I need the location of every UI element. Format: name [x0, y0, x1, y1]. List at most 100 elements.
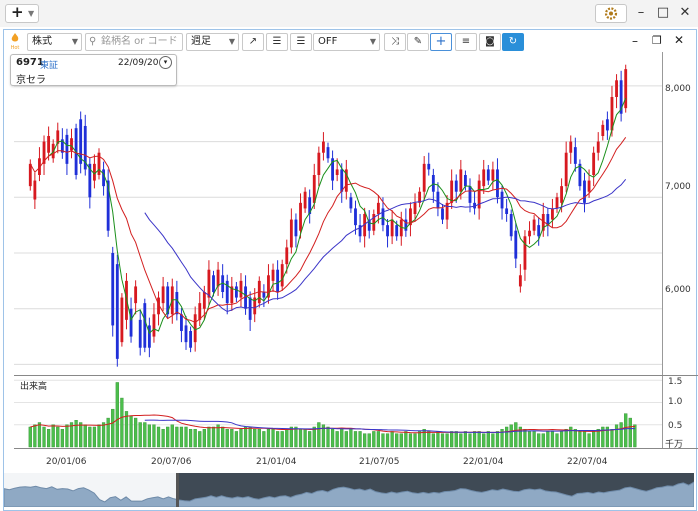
- volume-bar: [573, 428, 577, 448]
- candle-body: [564, 152, 568, 187]
- volume-bar: [592, 431, 596, 448]
- collapse-button[interactable]: ▾: [159, 56, 172, 69]
- volume-bar: [619, 422, 623, 448]
- volume-bar: [28, 426, 32, 448]
- volume-unit-label: 千万: [665, 440, 684, 450]
- settings-button[interactable]: [595, 4, 627, 23]
- volume-bar: [111, 408, 115, 448]
- close-button[interactable]: ✕: [679, 5, 691, 20]
- candle-body: [619, 80, 623, 114]
- candle-body: [70, 138, 73, 151]
- candle-body: [276, 269, 280, 292]
- sliders-icon: ≡: [461, 36, 471, 47]
- draw-button[interactable]: ✎: [407, 33, 429, 51]
- candle-body: [367, 219, 371, 231]
- volume-bar: [257, 428, 261, 448]
- shuffle-icon: ⤨: [391, 36, 399, 47]
- volume-bar: [161, 428, 165, 448]
- candle-body: [303, 191, 307, 209]
- volume-bar: [546, 431, 550, 448]
- volume-bar: [253, 428, 257, 448]
- candle-body: [482, 169, 486, 187]
- candle-body: [431, 175, 435, 192]
- camera-icon: ◙: [485, 36, 495, 47]
- trendline-tool-button[interactable]: ↗: [242, 33, 264, 51]
- volume-bar: [569, 426, 573, 448]
- candle-body: [271, 269, 275, 281]
- screenshot-button[interactable]: ◙: [479, 33, 501, 51]
- ma-mid-line: [29, 137, 627, 323]
- ma-short-line: [48, 97, 627, 335]
- volume-bar: [381, 433, 385, 448]
- candle-body: [541, 214, 545, 231]
- chart-maximize-button[interactable]: ❐: [652, 34, 662, 47]
- moving-averages: [29, 97, 635, 434]
- date-label: 22/01/04: [463, 457, 504, 467]
- volume-bar: [624, 413, 628, 448]
- volume-label-1-5: 1.5: [668, 377, 683, 387]
- market-select[interactable]: 株式 ▼: [27, 33, 82, 51]
- crosshair-button[interactable]: +: [430, 33, 452, 51]
- search-input[interactable]: ⚲ 銘柄名 or コード: [85, 33, 183, 51]
- volume-bar: [275, 431, 280, 448]
- candle-body: [583, 180, 586, 203]
- volume-bar: [495, 431, 500, 448]
- arrow-up-right-icon: ↗: [248, 36, 258, 47]
- candle-body: [605, 119, 609, 131]
- align-right-button[interactable]: ☰: [290, 33, 312, 51]
- candle-body: [505, 208, 509, 214]
- candle-body: [395, 225, 399, 237]
- candle-body: [38, 158, 41, 175]
- minimize-button[interactable]: –: [637, 5, 645, 20]
- grid-lines: [14, 85, 662, 426]
- candle-body: [289, 219, 293, 248]
- candle-body: [372, 214, 376, 231]
- volume-label-1-0: 1.0: [668, 397, 683, 407]
- candle-body: [239, 280, 243, 298]
- volume-bar: [601, 426, 605, 448]
- indicator-select[interactable]: OFF ▼: [313, 33, 380, 51]
- candle-body: [134, 286, 138, 304]
- add-chart-button[interactable]: + ▼: [5, 4, 39, 23]
- candle-body: [216, 269, 220, 287]
- volume-bar: [56, 426, 60, 448]
- volume-bar: [445, 433, 449, 448]
- volume-bar: [294, 426, 298, 448]
- volume-bar: [395, 433, 399, 448]
- chart-minimize-button[interactable]: –: [632, 34, 638, 48]
- volume-bar: [234, 431, 239, 448]
- volume-bar: [312, 426, 316, 448]
- stock-date: 22/09/20: [118, 58, 159, 68]
- settings-list-button[interactable]: ≡: [455, 33, 477, 51]
- volume-bar: [358, 431, 362, 448]
- period-select[interactable]: 週足 ▼: [186, 33, 239, 51]
- align-left-button[interactable]: ☰: [266, 33, 288, 51]
- volume-bar: [330, 428, 335, 448]
- candle-body: [532, 219, 536, 231]
- volume-bar: [147, 424, 151, 448]
- panel-divider: [14, 375, 698, 376]
- volume-bar: [450, 431, 454, 448]
- volume-bar: [555, 433, 559, 448]
- shuffle-button[interactable]: ⤨: [384, 33, 406, 51]
- maximize-button[interactable]: □: [656, 5, 670, 20]
- volume-bar: [422, 428, 426, 448]
- volume-bars: [28, 382, 637, 448]
- range-navigator[interactable]: [4, 473, 694, 507]
- volume-bar: [289, 426, 293, 448]
- candle-body: [473, 202, 476, 209]
- volume-bar: [198, 431, 202, 448]
- candle-body: [253, 297, 257, 315]
- hot-icon[interactable]: Hot: [8, 32, 22, 51]
- volume-bar: [74, 420, 78, 448]
- volume-bar: [106, 417, 110, 448]
- search-icon: ⚲: [89, 36, 97, 47]
- candle-body: [615, 80, 618, 97]
- refresh-button[interactable]: ↻: [502, 33, 524, 51]
- candle-body: [28, 163, 32, 187]
- date-label: 20/01/06: [46, 457, 87, 467]
- candle-body: [450, 180, 454, 203]
- chart-close-button[interactable]: ✕: [674, 33, 685, 47]
- volume-bar: [321, 424, 326, 448]
- candle-body: [83, 125, 87, 170]
